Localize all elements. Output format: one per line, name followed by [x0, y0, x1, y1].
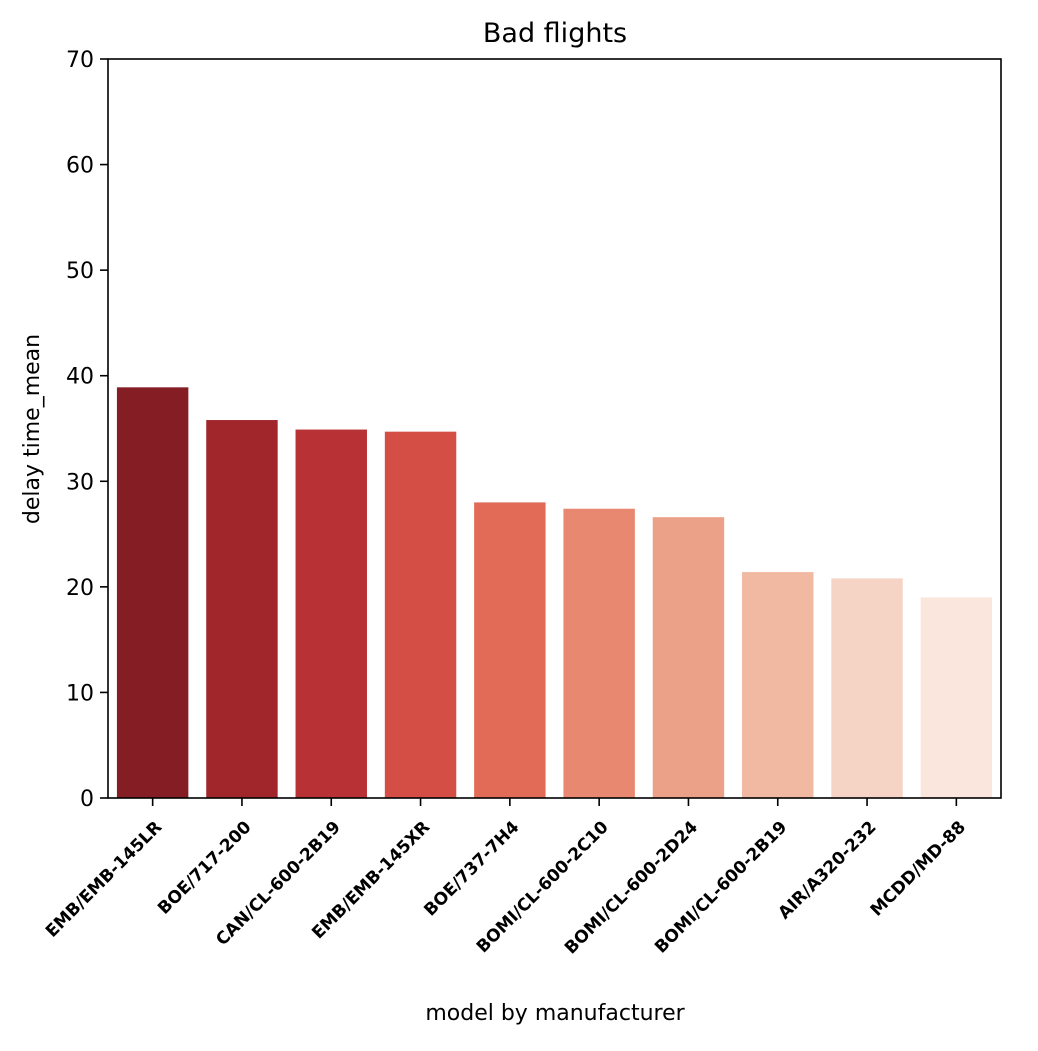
bar: [116, 387, 189, 798]
y-tick-label: 70: [66, 48, 94, 73]
bar: [563, 508, 635, 798]
y-tick-label: 50: [66, 259, 94, 284]
bar: [295, 429, 367, 798]
plot-area-frame: [107, 58, 1002, 799]
bar: [384, 431, 457, 798]
y-tick-label: 10: [66, 681, 94, 706]
bar: [206, 420, 278, 798]
bar: [474, 502, 546, 798]
bar: [831, 578, 903, 798]
y-axis-label: delay time_mean: [20, 334, 45, 524]
bar: [652, 517, 725, 798]
y-tick-label: 20: [66, 576, 94, 601]
chart-title: Bad flights: [483, 18, 627, 49]
bars-layer: [116, 387, 993, 798]
bar: [742, 572, 814, 798]
x-axis-label: model by manufacturer: [425, 1001, 685, 1026]
y-axis: 0 10 20 30 40 50 60 70: [66, 48, 108, 812]
y-tick-label: 40: [66, 365, 94, 390]
y-tick-label: 60: [66, 154, 94, 179]
y-tick-label: 30: [66, 470, 94, 495]
y-tick-label: 0: [80, 787, 94, 812]
bar: [920, 597, 993, 798]
